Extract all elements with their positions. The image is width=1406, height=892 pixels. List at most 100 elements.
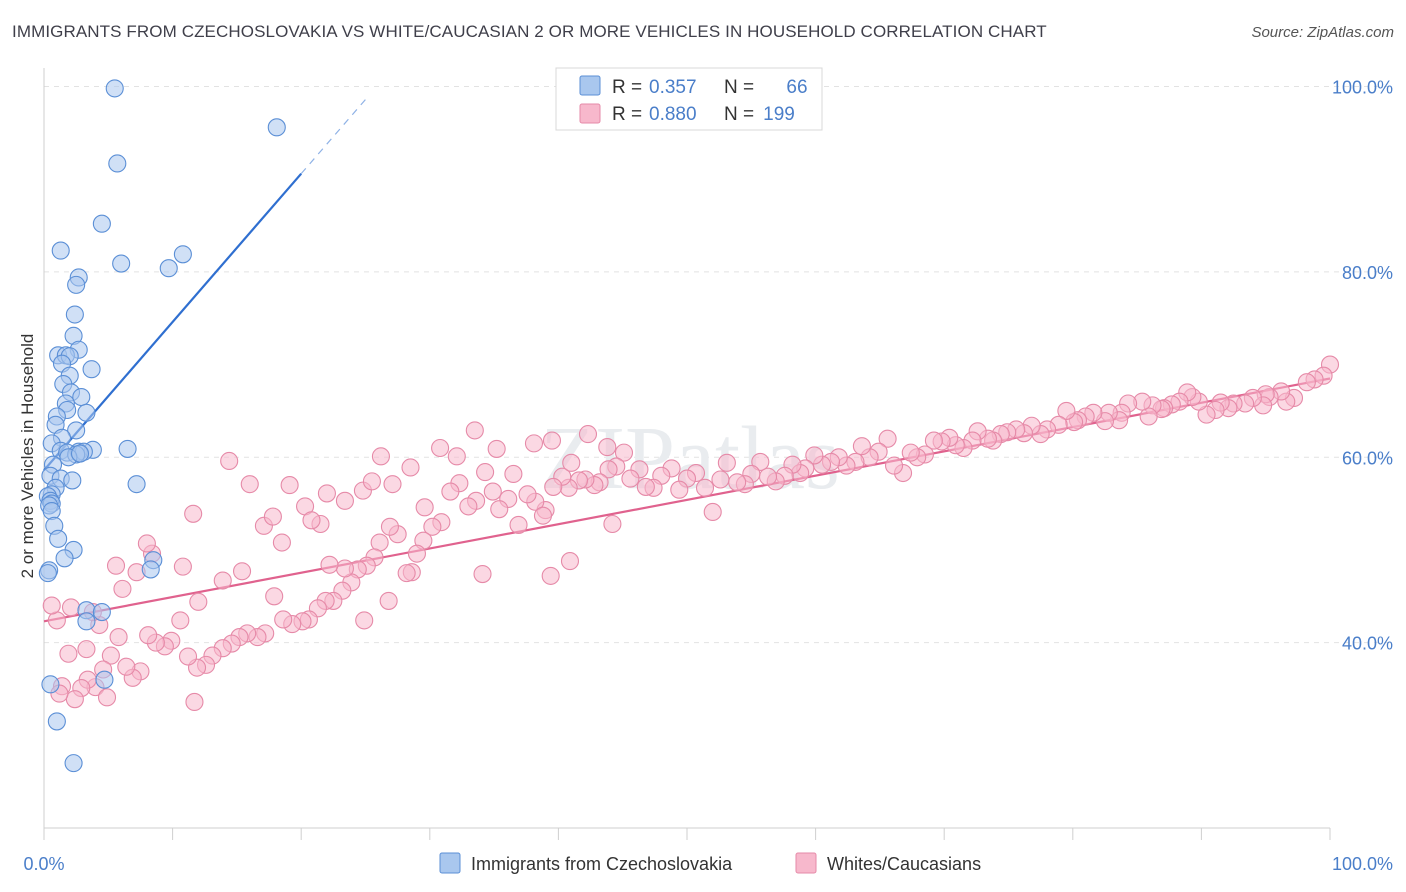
point-pink-160 bbox=[65, 690, 84, 709]
legend-swatch-pink bbox=[579, 103, 601, 124]
point-pink-201 bbox=[335, 559, 354, 578]
point-blue-30 bbox=[118, 439, 137, 458]
x-tick-label-0: 0.0% bbox=[23, 854, 64, 874]
x-tick-label-1: 100.0% bbox=[1332, 854, 1393, 874]
point-pink-179 bbox=[362, 472, 381, 491]
point-pink-78 bbox=[728, 473, 747, 492]
point-pink-91 bbox=[621, 469, 640, 488]
point-pink-58 bbox=[884, 456, 904, 475]
source-label: Source: ZipAtlas.com bbox=[1251, 24, 1394, 41]
point-pink-108 bbox=[483, 482, 502, 501]
point-blue-7 bbox=[159, 259, 178, 278]
point-pink-177 bbox=[335, 491, 354, 510]
point-blue-43 bbox=[127, 475, 146, 494]
point-blue-4 bbox=[51, 241, 70, 260]
point-pink-210 bbox=[113, 579, 132, 598]
point-pink-85 bbox=[670, 480, 689, 499]
point-blue-54 bbox=[55, 549, 74, 568]
point-pink-209 bbox=[137, 534, 156, 553]
point-pink-186 bbox=[465, 421, 484, 440]
point-pink-109 bbox=[476, 463, 495, 482]
point-pink-213 bbox=[61, 598, 81, 617]
point-pink-203 bbox=[302, 511, 321, 530]
point-blue-50 bbox=[42, 501, 61, 521]
legend-r-label-pink: R = bbox=[612, 104, 642, 125]
point-pink-180 bbox=[371, 447, 390, 466]
point-pink-75 bbox=[751, 452, 770, 471]
point-pink-164 bbox=[42, 596, 61, 615]
bottom-legend-label-pink: Whites/Caucasians bbox=[827, 854, 981, 874]
point-pink-198 bbox=[473, 564, 492, 584]
point-pink-154 bbox=[109, 628, 128, 647]
point-pink-193 bbox=[598, 438, 617, 457]
x-tick-labels: 0.0% 100.0% bbox=[23, 854, 1393, 874]
point-pink-146 bbox=[171, 611, 190, 630]
point-blue-6 bbox=[112, 254, 131, 273]
point-pink-199 bbox=[379, 591, 398, 610]
point-blue-60 bbox=[92, 602, 111, 622]
point-blue-17 bbox=[82, 360, 101, 379]
legend-box: R = 0.357 N = 66 R = 0.880 N = 199 bbox=[555, 67, 823, 131]
point-blue-9 bbox=[67, 275, 86, 294]
legend-n-label-pink: N = bbox=[724, 104, 754, 125]
point-pink-170 bbox=[213, 571, 232, 590]
point-blue-61 bbox=[77, 612, 96, 631]
point-pink-150 bbox=[139, 626, 158, 645]
point-pink-183 bbox=[415, 498, 434, 517]
point-pink-187 bbox=[487, 439, 506, 458]
point-pink-173 bbox=[272, 533, 291, 552]
point-pink-135 bbox=[265, 587, 284, 606]
point-pink-191 bbox=[562, 453, 581, 472]
point-pink-89 bbox=[636, 477, 655, 496]
point-pink-190 bbox=[542, 431, 562, 450]
point-pink-189 bbox=[524, 434, 544, 453]
point-pink-80 bbox=[711, 470, 730, 489]
point-blue-62 bbox=[95, 670, 114, 689]
point-pink-79 bbox=[717, 453, 736, 472]
point-pink-101 bbox=[544, 477, 563, 496]
legend-r-value-pink: 0.880 bbox=[649, 104, 697, 125]
point-pink-200 bbox=[355, 611, 374, 630]
point-pink-195 bbox=[560, 552, 580, 571]
point-pink-202 bbox=[320, 555, 339, 574]
point-pink-216 bbox=[185, 692, 204, 712]
point-pink-171 bbox=[232, 562, 252, 581]
point-blue-52 bbox=[49, 529, 68, 548]
point-pink-207 bbox=[220, 451, 239, 471]
point-blue-56 bbox=[141, 560, 160, 579]
point-blue-63 bbox=[47, 712, 66, 731]
point-pink-115 bbox=[423, 517, 442, 536]
point-blue-24 bbox=[77, 403, 96, 422]
point-pink-53 bbox=[924, 431, 943, 450]
point-pink-92 bbox=[614, 443, 634, 462]
chart-title: IMMIGRANTS FROM CZECHOSLOVAKIA VS WHITE/… bbox=[12, 22, 1047, 41]
point-pink-68 bbox=[805, 446, 824, 465]
point-pink-153 bbox=[117, 657, 136, 676]
point-blue-1 bbox=[267, 118, 286, 137]
point-pink-192 bbox=[578, 425, 598, 444]
point-pink-165 bbox=[106, 556, 126, 575]
point-pink-3 bbox=[1297, 373, 1316, 392]
point-pink-161 bbox=[59, 644, 78, 663]
point-pink-145 bbox=[178, 647, 198, 666]
point-pink-107 bbox=[490, 500, 509, 519]
legend-n-label-blue: N = bbox=[724, 77, 754, 98]
point-pink-182 bbox=[401, 458, 420, 477]
point-pink-59 bbox=[878, 429, 897, 448]
point-pink-212 bbox=[77, 640, 96, 659]
point-pink-74 bbox=[758, 467, 778, 486]
point-pink-117 bbox=[407, 544, 426, 563]
point-blue-21 bbox=[72, 387, 91, 407]
y-tick-label-0: 40.0% bbox=[1342, 634, 1393, 654]
point-pink-62 bbox=[852, 437, 871, 456]
point-pink-188 bbox=[504, 464, 523, 484]
point-pink-196 bbox=[541, 566, 560, 585]
point-pink-155 bbox=[101, 646, 120, 665]
point-pink-81 bbox=[703, 502, 722, 522]
point-blue-38 bbox=[70, 444, 90, 463]
point-pink-217 bbox=[97, 688, 117, 707]
point-blue-10 bbox=[65, 305, 84, 324]
y-tick-label-2: 80.0% bbox=[1342, 263, 1393, 283]
point-pink-105 bbox=[509, 515, 528, 534]
